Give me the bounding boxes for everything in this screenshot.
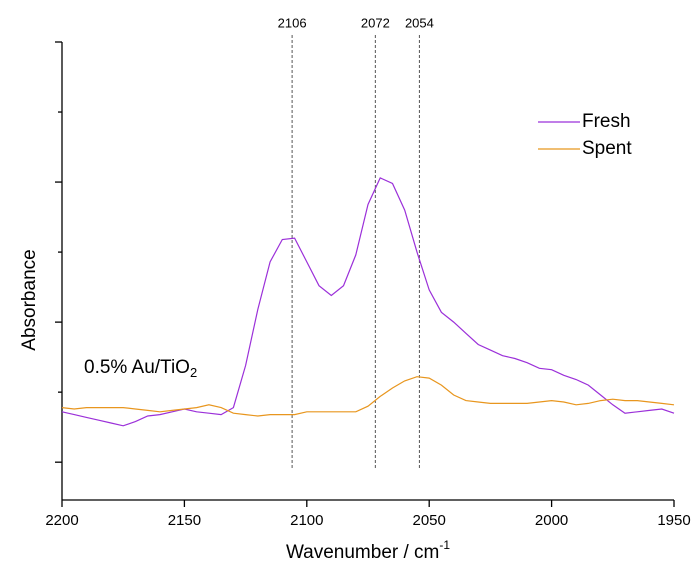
annotation-sub: 2: [190, 365, 197, 380]
annotation-text: 0.5% Au/TiO: [84, 357, 190, 378]
marker-label: 2054: [405, 15, 434, 30]
x-tick-label: 2000: [535, 512, 568, 529]
x-tick-label: 2200: [45, 512, 78, 529]
marker-label: 2106: [278, 15, 307, 30]
x-tick-label: 2150: [168, 512, 201, 529]
legend-label: Spent: [582, 138, 632, 159]
x-axis-label-text: Wavenumber / cm: [286, 542, 439, 563]
series-line: [61, 376, 675, 417]
marker-label: 2072: [361, 15, 390, 30]
x-tick-label: 1950: [657, 512, 690, 529]
series-line: [61, 177, 675, 427]
x-axis-label-sup: -1: [439, 538, 450, 552]
x-axis-label: Wavenumber / cm-1: [286, 538, 450, 563]
x-tick-label: 2100: [290, 512, 323, 529]
annotation: 0.5% Au/TiO2: [84, 357, 197, 380]
legend-label: Fresh: [582, 111, 631, 132]
x-tick-label: 2050: [413, 512, 446, 529]
y-axis-label: Absorbance: [19, 249, 40, 350]
